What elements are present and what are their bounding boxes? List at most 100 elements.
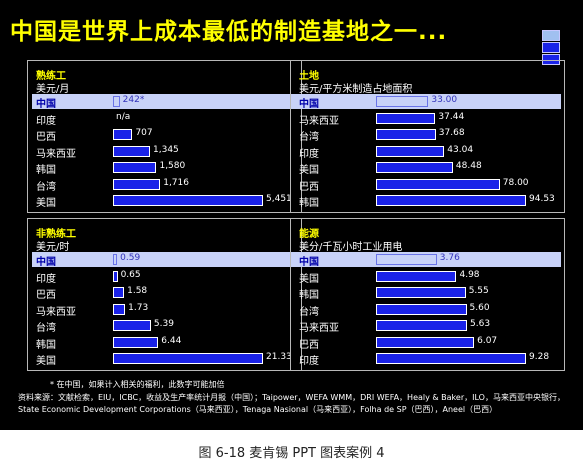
value-label: 21.33 [266, 352, 292, 362]
category-label: 马来西亚 [299, 115, 339, 127]
bar-row: 美国 4.98 [295, 269, 561, 285]
category-label: 巴西 [299, 181, 319, 193]
bar-row: 台湾 1,716 [32, 177, 298, 193]
bar-row: 中国 33.00 [295, 94, 561, 110]
value-label: 1.58 [127, 286, 148, 296]
footnote: * 在中国，如果计入相关的福利，此数字可能加倍 [50, 380, 225, 389]
category-label: 台湾 [36, 323, 56, 334]
value-label: 1.73 [128, 302, 149, 313]
bar [113, 336, 159, 348]
bar-row: 印度 43.04 [295, 144, 561, 160]
value-label: 6.44 [161, 335, 182, 346]
panel-title: 非熟练工 [36, 229, 76, 240]
bar [376, 162, 453, 173]
panel-skilled-labor: 熟练工 美元/月 中国 242* 印度 n/a 巴西 707 马来西亚 1,345 韩国 1,580 台… [27, 60, 302, 213]
category-label: 巴西 [299, 339, 319, 351]
category-label: 美国 [299, 273, 319, 285]
panel-unskilled-labor: 非熟练工美元/时 中国 0.59 印度 0.65 巴西 1.58 马来西亚 1.73 台湾 5.39… [27, 218, 302, 371]
bar-row: 印度 0.65 [32, 269, 298, 285]
bar-row: 印度 n/a [32, 111, 298, 127]
panel-land: 土地 美元/平方米制造占地面积 中国 33.00 马来西亚 37.44 台湾 37.68 印度 4… [290, 60, 565, 213]
bar [376, 336, 475, 348]
value-label: 5,451 [266, 194, 292, 204]
bar-row: 韩国 1,580 [32, 160, 298, 176]
value-label: 707 [135, 128, 153, 138]
bar [376, 287, 466, 298]
bar [376, 178, 500, 190]
bar [113, 178, 161, 190]
bar [113, 254, 118, 265]
category-label: 韩国 [299, 198, 319, 209]
bar-row: 中国 0.59 [32, 252, 298, 268]
category-label: 巴西 [36, 132, 56, 143]
value-label: 33.00 [431, 95, 458, 105]
category-label: 巴西 [36, 290, 56, 301]
bar-row: 马来西亚 1,345 [32, 144, 298, 160]
category-label: 中国 [36, 99, 56, 110]
bar [113, 129, 133, 140]
bar [113, 162, 157, 173]
value-label: 6.07 [477, 335, 498, 346]
value-label: 48.48 [455, 161, 482, 171]
bar-row: 巴西 6.07 [295, 335, 561, 351]
category-label: 美国 [36, 356, 56, 367]
category-label: 印度 [36, 115, 56, 127]
bar-row: 台湾 37.68 [295, 127, 561, 143]
value-label: 5.63 [470, 319, 491, 329]
value-label: 1,345 [153, 144, 179, 155]
bar-row: 中国 242* [32, 94, 298, 110]
panel-energy: 能源 美分/千瓦小时工业用电 中国 3.76 美国 4.98 韩国 5.55 台湾 5.60 马来西… [290, 218, 565, 371]
bar-row: 韩国 94.53 [295, 193, 561, 209]
chart-slide: 中国是世界上成本最低的制造基地之一... 熟练工 美元/月 中国 242* 印度 n/a 巴… [0, 0, 583, 430]
category-label: 印度 [36, 273, 56, 285]
slide-title: 中国是世界上成本最低的制造基地之一... [10, 19, 448, 45]
value-label: 0.65 [120, 269, 141, 280]
bar [113, 96, 120, 107]
category-label: 美国 [36, 198, 56, 209]
bar-row: 台湾 5.39 [32, 318, 298, 334]
bar-row: 美国 48.48 [295, 160, 561, 176]
value-label: 94.53 [529, 194, 555, 204]
category-label: 中国 [299, 99, 319, 110]
value-label: 78.00 [502, 177, 529, 188]
category-label: 印度 [299, 148, 319, 160]
bar-row: 印度 9.28 [295, 351, 561, 367]
value-label: 3.76 [439, 253, 460, 263]
panel-unit: 美元/平方米制造占地面积 [299, 84, 413, 95]
value-label: 0.59 [120, 253, 141, 263]
bar-row: 巴西 1.58 [32, 285, 298, 301]
bar [113, 303, 126, 315]
bar-row: 中国 3.76 [295, 252, 561, 268]
bar [376, 270, 457, 282]
value-label: 43.04 [447, 144, 474, 155]
bar [113, 320, 151, 331]
bar [376, 112, 436, 124]
bar-row: 韩国 6.44 [32, 335, 298, 351]
bar [376, 129, 436, 140]
bar-row: 韩国 5.55 [295, 285, 561, 301]
category-label: 台湾 [299, 132, 319, 143]
bar [113, 195, 263, 206]
category-label: 台湾 [36, 181, 56, 193]
category-label: 马来西亚 [36, 148, 76, 160]
bar [113, 145, 150, 157]
bar [376, 145, 445, 157]
value-label: 4.98 [459, 269, 480, 280]
value-label: 5.55 [468, 286, 489, 296]
value-label: 1,580 [159, 161, 186, 171]
panel-title: 能源 [299, 229, 319, 240]
bar-row: 马来西亚 37.44 [295, 111, 561, 127]
bar [376, 353, 526, 364]
bar [376, 320, 467, 331]
value-label: 37.68 [438, 128, 465, 138]
category-label: 美国 [299, 165, 319, 176]
bar [376, 303, 467, 315]
panel-unit: 美元/时 [36, 242, 70, 253]
bar-row: 马来西亚 5.63 [295, 318, 561, 334]
value-label: 37.44 [438, 111, 465, 122]
bar-row: 巴西 707 [32, 127, 298, 143]
category-label: 马来西亚 [36, 306, 76, 318]
panel-unit: 美分/千瓦小时工业用电 [299, 242, 403, 253]
legend-marker-2 [542, 42, 560, 53]
value-label: 1,716 [163, 177, 189, 188]
